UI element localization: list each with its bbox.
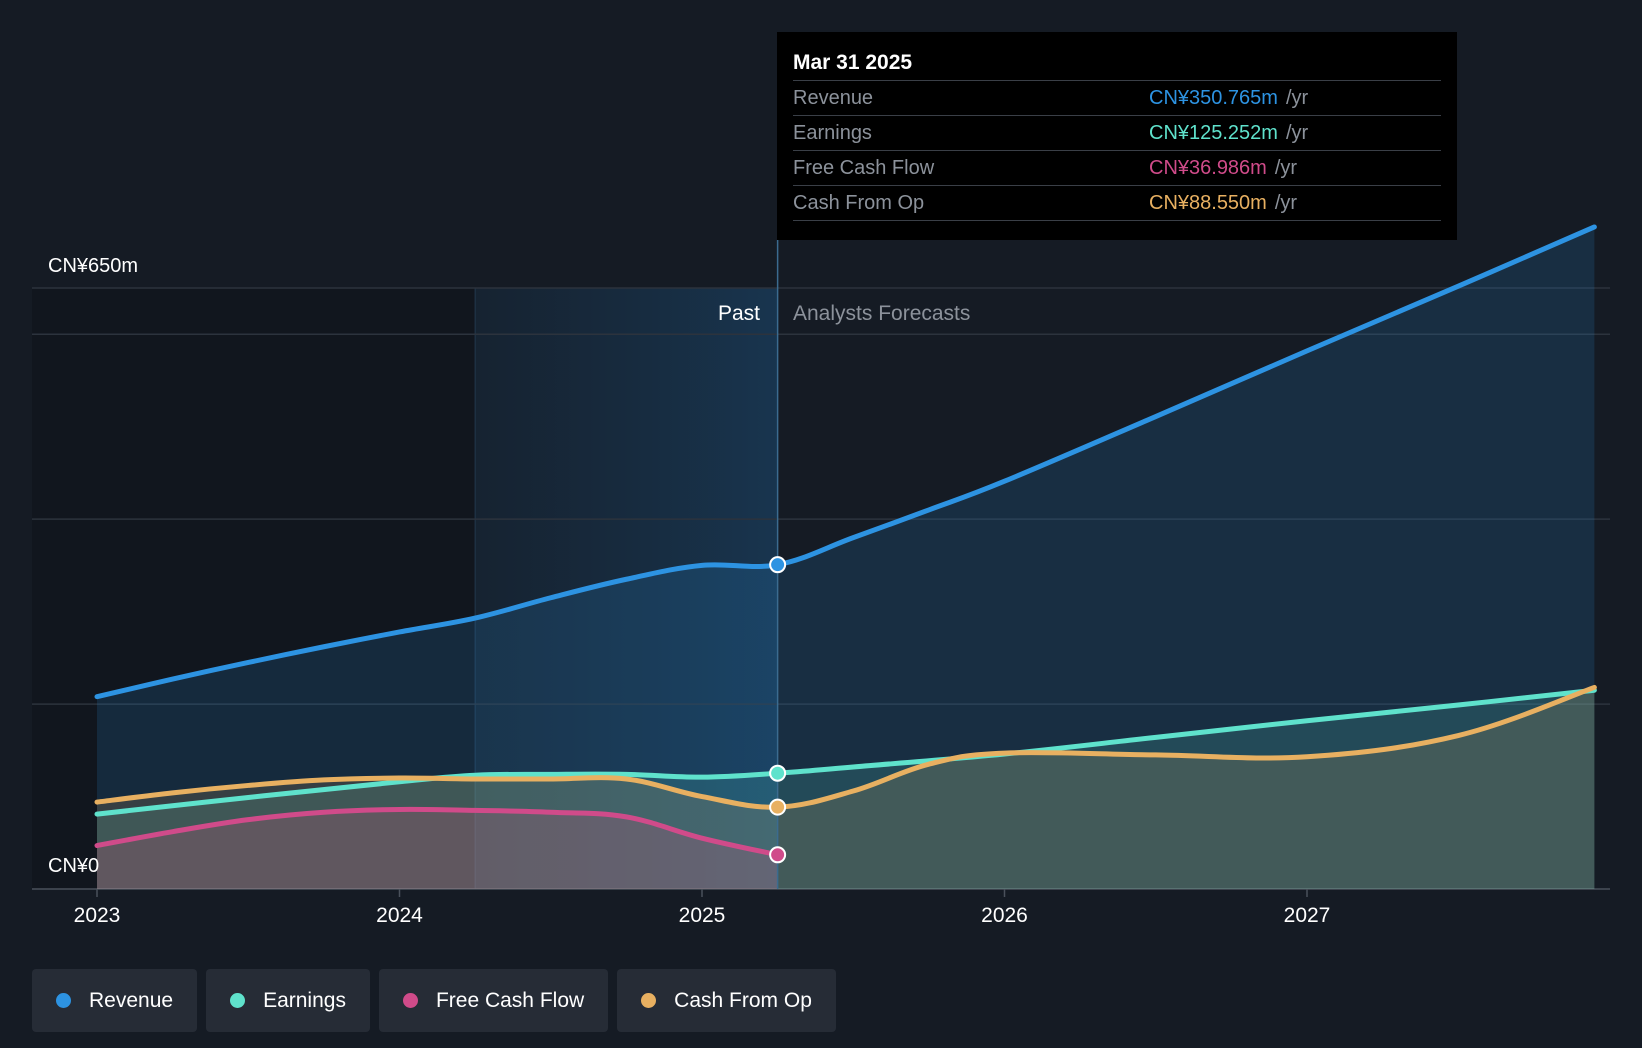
cash-from-op-line [94, 684, 1597, 810]
legend-item-revenue[interactable]: Revenue [32, 969, 198, 1032]
tooltip: Mar 31 2025 Revenue CN¥350.765m /yr Earn… [777, 32, 1457, 240]
tooltip-unit: /yr [1274, 192, 1298, 214]
forecast-label: Analysts Forecasts [793, 302, 970, 325]
legend-label: Free Cash Flow [435, 988, 585, 1012]
legend: Revenue Earnings Free Cash Flow Cash Fro… [32, 969, 836, 1032]
tooltip-label: Cash From Op [793, 192, 925, 214]
tooltip-value: CN¥88.550m [1149, 192, 1267, 214]
tooltip-label: Free Cash Flow [793, 157, 935, 179]
revenue-area [97, 226, 1595, 889]
tooltip-row-free-cash-flow: Free Cash Flow CN¥36.986m /yr [793, 150, 1441, 185]
cash-from-op-dot-icon [641, 993, 657, 1008]
earnings-dot-icon [230, 993, 246, 1008]
tooltip-value: CN¥350.765m [1149, 87, 1278, 109]
cash-from-op-area [97, 687, 1595, 889]
free-cash-flow-hover-dot [769, 846, 787, 864]
x-tick-label: 2027 [1284, 904, 1331, 927]
tooltip-date: Mar 31 2025 [793, 51, 913, 74]
legend-label: Revenue [89, 988, 174, 1012]
legend-item-earnings[interactable]: Earnings [206, 969, 370, 1032]
free-cash-flow-line [94, 806, 781, 858]
free-cash-flow-area [97, 809, 778, 889]
y-axis-bottom-label: CN¥0 [48, 855, 99, 877]
tooltip-value: CN¥125.252m [1149, 122, 1278, 144]
earnings-hover-dot [769, 764, 787, 782]
x-tick-label: 2025 [679, 904, 726, 927]
legend-label: Cash From Op [674, 988, 812, 1012]
tooltip-unit: /yr [1274, 157, 1298, 179]
tooltip-unit: /yr [1285, 122, 1309, 144]
past-label: Past [718, 302, 760, 325]
y-axis-top-label: CN¥650m [48, 255, 138, 277]
tooltip-label: Earnings [793, 122, 872, 144]
legend-item-cash-from-op[interactable]: Cash From Op [617, 969, 836, 1032]
history-region [32, 288, 476, 889]
x-tick-label: 2026 [981, 904, 1028, 927]
tooltip-row-revenue: Revenue CN¥350.765m /yr [793, 80, 1441, 115]
tooltip-value: CN¥36.986m [1149, 157, 1267, 179]
tooltip-row-earnings: Earnings CN¥125.252m /yr [793, 115, 1441, 150]
x-tick-label: 2023 [74, 904, 121, 927]
cash-from-op-hover-dot [769, 798, 787, 816]
x-tick-label: 2024 [376, 904, 423, 927]
tooltip-unit: /yr [1285, 87, 1309, 109]
revenue-line [94, 224, 1597, 700]
earnings-area [97, 690, 1595, 889]
revenue-dot-icon [56, 993, 71, 1008]
past-region [475, 288, 778, 889]
legend-item-free-cash-flow[interactable]: Free Cash Flow [378, 969, 609, 1032]
revenue-hover-dot [769, 556, 787, 574]
tooltip-row-cash-from-op: Cash From Op CN¥88.550m /yr [793, 185, 1441, 221]
free-cash-flow-dot-icon [402, 993, 418, 1008]
legend-label: Earnings [263, 988, 346, 1012]
tooltip-label: Revenue [793, 87, 874, 109]
